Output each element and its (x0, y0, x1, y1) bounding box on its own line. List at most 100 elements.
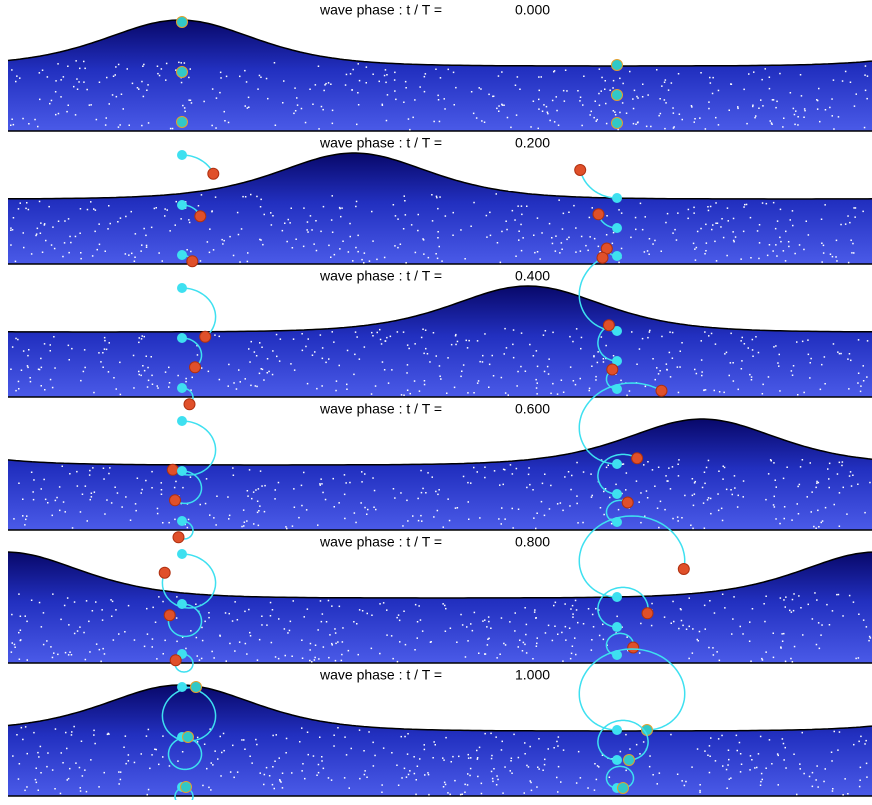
tracer (844, 223, 847, 225)
tracer (30, 253, 33, 255)
tracer (562, 509, 564, 512)
tracer (833, 128, 835, 130)
tracer (470, 482, 472, 484)
tracer (304, 777, 306, 780)
tracer (169, 230, 171, 232)
tracer (334, 628, 336, 630)
tracer (789, 219, 791, 221)
tracer (314, 84, 317, 86)
tracer (730, 777, 732, 779)
tracer (714, 343, 717, 345)
tracer (55, 80, 57, 82)
tracer (781, 640, 784, 642)
tracer (712, 654, 715, 656)
tracer (233, 382, 235, 384)
tracer (211, 210, 213, 212)
tracer (480, 782, 483, 785)
tracer (543, 514, 546, 517)
tracer (46, 76, 49, 78)
tracer (607, 464, 609, 466)
tracer (271, 609, 274, 611)
tracer (324, 498, 327, 501)
tracer (768, 87, 771, 90)
tracer (842, 794, 844, 796)
tracer (626, 636, 628, 638)
tracer (391, 369, 393, 371)
tracer (687, 217, 689, 220)
tracer (671, 466, 674, 468)
tracer (290, 207, 292, 209)
tracer (294, 87, 296, 89)
surface (7, 551, 872, 599)
tracer (868, 635, 871, 638)
tracer (402, 331, 405, 333)
tracer (151, 374, 153, 377)
tracer (693, 212, 695, 214)
tracer (503, 353, 505, 355)
tracer (678, 113, 681, 115)
tracer (831, 610, 834, 612)
tracer (62, 501, 65, 503)
tracer (315, 249, 318, 252)
tracer (280, 781, 282, 783)
tracer (248, 348, 250, 350)
tracer (709, 82, 712, 84)
tracer (379, 603, 381, 605)
tracer (309, 659, 311, 662)
surface (7, 418, 872, 466)
tracer (189, 68, 191, 70)
tracer (140, 250, 142, 252)
tracer (791, 598, 794, 601)
tracer (104, 339, 106, 342)
tracer (542, 334, 545, 336)
trajectory (181, 287, 217, 338)
tracer (793, 645, 796, 648)
tracer (476, 758, 479, 760)
tracer (439, 77, 442, 79)
tracer (864, 743, 866, 745)
tracer (454, 779, 456, 782)
tracer (18, 482, 20, 484)
tracer (705, 466, 708, 469)
tracer (416, 765, 419, 767)
tracer (414, 603, 417, 606)
tracer (707, 209, 710, 212)
tracer (807, 603, 809, 606)
tracer (11, 229, 14, 231)
tracer (338, 206, 341, 209)
tracer (154, 748, 156, 750)
tracer (768, 739, 771, 741)
tracer (321, 347, 324, 349)
tracer (470, 623, 472, 625)
particle (176, 66, 188, 78)
tracer (416, 621, 419, 623)
tracer (18, 593, 20, 595)
tracer (338, 502, 340, 504)
tracer (322, 767, 325, 770)
tracer (169, 127, 172, 130)
tracer (79, 67, 81, 70)
tracer (271, 373, 274, 376)
tracer (183, 62, 186, 64)
tracer (515, 467, 518, 470)
tracer (20, 726, 23, 729)
tracer (535, 387, 538, 389)
tracer (127, 760, 130, 762)
tracer (147, 366, 149, 369)
tracer (784, 660, 787, 663)
tracer (681, 517, 683, 519)
tracer (272, 215, 274, 217)
tracer (636, 363, 638, 365)
tracer (636, 121, 639, 124)
tracer (492, 780, 494, 783)
tracer (800, 95, 803, 97)
tracer (764, 68, 766, 70)
tracer (327, 777, 330, 779)
tracer (88, 474, 91, 476)
tracer (672, 232, 674, 234)
tracer (80, 740, 83, 742)
tracer (535, 645, 538, 647)
tracer (303, 471, 305, 474)
tracer (708, 107, 710, 110)
tracer (140, 492, 142, 494)
